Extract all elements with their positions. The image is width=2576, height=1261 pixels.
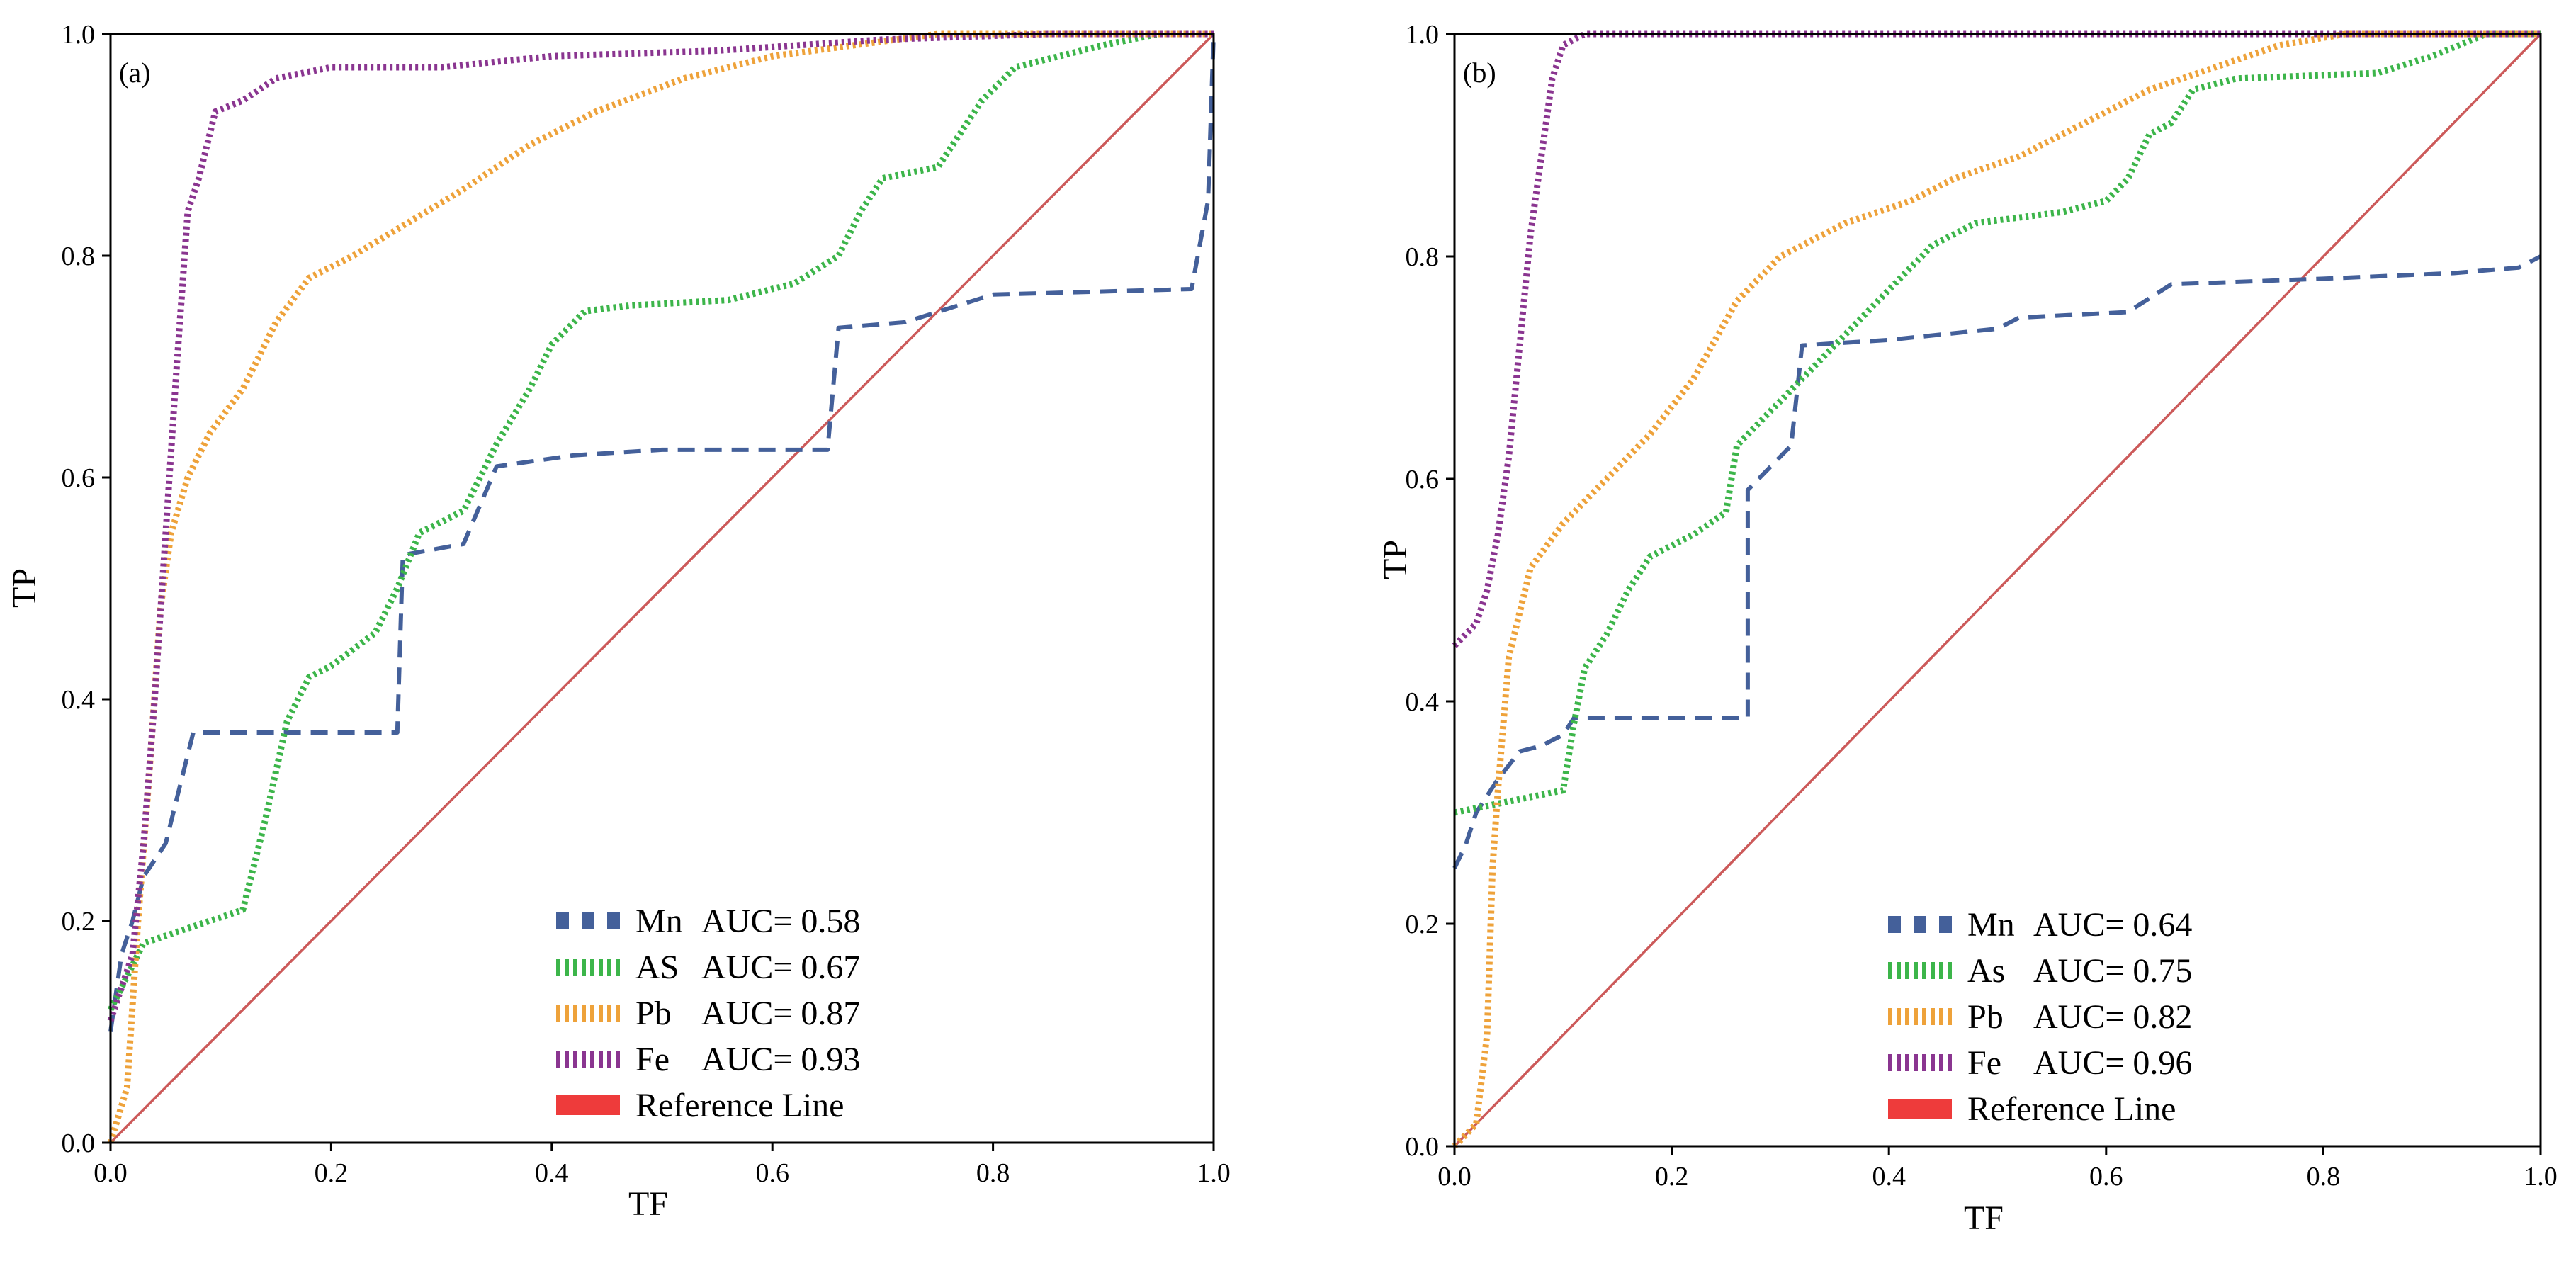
panel-a-x-tick-label: 0.4 xyxy=(535,1158,569,1188)
panel-a-y-tick-label: 0.0 xyxy=(62,1129,96,1158)
panel-a-legend-name-reference-line: Reference Line xyxy=(635,1087,844,1124)
panel-b-y-tick-label: 1.0 xyxy=(1406,20,1440,50)
panel-a-x-tick-label: 0.8 xyxy=(976,1158,1010,1188)
panel-b-x-tick-label: 0.4 xyxy=(1872,1162,1906,1192)
panel-b-legend-name-mn: Mn xyxy=(1967,906,2015,944)
panel-a-legend-auc-pb: AUC= 0.87 xyxy=(701,995,860,1032)
panel-b-legend-name-as: As xyxy=(1967,952,2005,990)
panel-b-legend-auc-mn: AUC= 0.64 xyxy=(2033,906,2192,944)
panel-a-legend-name-fe: Fe xyxy=(635,1041,670,1078)
panel-b-y-tick-label: 0.8 xyxy=(1406,242,1440,272)
panel-b-x-tick-label: 0.6 xyxy=(2089,1162,2123,1192)
panel-b-legend-name-fe: Fe xyxy=(1967,1044,2001,1082)
panel-a-x-tick-label: 0.0 xyxy=(94,1158,128,1188)
panel-b-series-reference-line-line xyxy=(1453,33,2542,1148)
panel-b-legend-auc-as: AUC= 0.75 xyxy=(2033,952,2192,990)
panel-a-y-axis-label: TP xyxy=(6,568,43,608)
panel-b-legend-key-reference-line xyxy=(1888,1099,1952,1119)
panel-a-series-fe-line xyxy=(107,30,1214,1022)
panel-b-x-tick-label: 0.2 xyxy=(1655,1162,1689,1192)
panel-b-legend-auc-fe: AUC= 0.96 xyxy=(2033,1044,2192,1082)
panel-a-legend-auc-mn: AUC= 0.58 xyxy=(701,903,860,940)
panel-b-y-tick-label: 0.6 xyxy=(1406,465,1440,494)
panel-a-series-as-line xyxy=(107,30,1214,1012)
panel-a-series-mn-line xyxy=(108,33,1216,1032)
panel-b-plot-frame xyxy=(1453,33,2542,1148)
panel-b-series-pb-line xyxy=(1452,30,2541,1149)
panel-a-y-tick-label: 0.4 xyxy=(62,685,96,715)
panel-b-legend: Mn AUC= 0.64 As AUC= 0.75 Pb AUC= 0.82 Fe AUC= … xyxy=(1888,906,2192,1128)
panel-a-series-reference-line-line xyxy=(109,33,1215,1144)
panel-b-x-tick-label: 0.8 xyxy=(2307,1162,2341,1192)
panel-a-plot-frame xyxy=(109,33,1215,1144)
panel-a-legend-name-pb: Pb xyxy=(635,995,672,1032)
panel-a-legend-auc-as: AUC= 0.67 xyxy=(701,949,860,986)
panel-b: 0.0 0.2 0.4 0.6 0.8 1.0 0.0 0.2 0.4 0.6 0.8 1.0 TF TP… xyxy=(1377,20,2558,1237)
panel-b-legend-name-reference-line: Reference Line xyxy=(1967,1090,2176,1128)
panel-a-y-tick-label: 0.8 xyxy=(62,242,96,271)
panel-a-legend-auc-fe: AUC= 0.93 xyxy=(701,1041,860,1078)
panel-b-y-tick-label: 0.4 xyxy=(1406,687,1440,717)
panel-b-y-tick-label: 0.0 xyxy=(1406,1132,1440,1162)
panel-b-y-tick-label: 0.2 xyxy=(1406,910,1440,939)
panel-a-y-tick-label: 1.0 xyxy=(62,20,96,50)
panel-a-legend-key-reference-line xyxy=(556,1095,620,1115)
panel-b-series-fe-line xyxy=(1452,30,2541,648)
panel-a-x-tick-label: 0.2 xyxy=(315,1158,349,1188)
panel-a-legend: Mn AUC= 0.58 AS AUC= 0.67 Pb AUC= 0.87 Fe AUC= … xyxy=(556,903,860,1124)
panel-a-x-tick-label: 0.6 xyxy=(755,1158,789,1188)
panel-a-x-axis-label: TF xyxy=(628,1185,668,1223)
panel-b-x-tick-label: 1.0 xyxy=(2524,1162,2558,1192)
panel-a: 0.0 0.2 0.4 0.6 0.8 1.0 0.0 0.2 0.4 0.6 0.8 1.0 TF TP… xyxy=(6,20,1231,1223)
panel-a-y-tick-label: 0.2 xyxy=(62,907,96,937)
panel-b-y-axis-label: TP xyxy=(1377,540,1414,579)
panel-b-x-axis-label: TF xyxy=(1964,1199,2004,1237)
panel-b-series-mn-line xyxy=(1452,254,2542,869)
panel-a-legend-name-as: AS xyxy=(635,949,679,986)
panel-b-label: (b) xyxy=(1463,57,1496,89)
panel-b-legend-auc-pb: AUC= 0.82 xyxy=(2033,998,2192,1036)
panel-a-y-tick-label: 0.6 xyxy=(62,463,96,493)
panel-b-x-tick-label: 0.0 xyxy=(1437,1162,1471,1192)
panel-b-legend-name-pb: Pb xyxy=(1967,998,2004,1036)
panel-a-x-tick-label: 1.0 xyxy=(1197,1158,1231,1188)
panel-b-series-as-line xyxy=(1454,30,2541,816)
panel-a-label: (a) xyxy=(119,57,150,89)
panel-a-legend-name-mn: Mn xyxy=(635,903,683,940)
